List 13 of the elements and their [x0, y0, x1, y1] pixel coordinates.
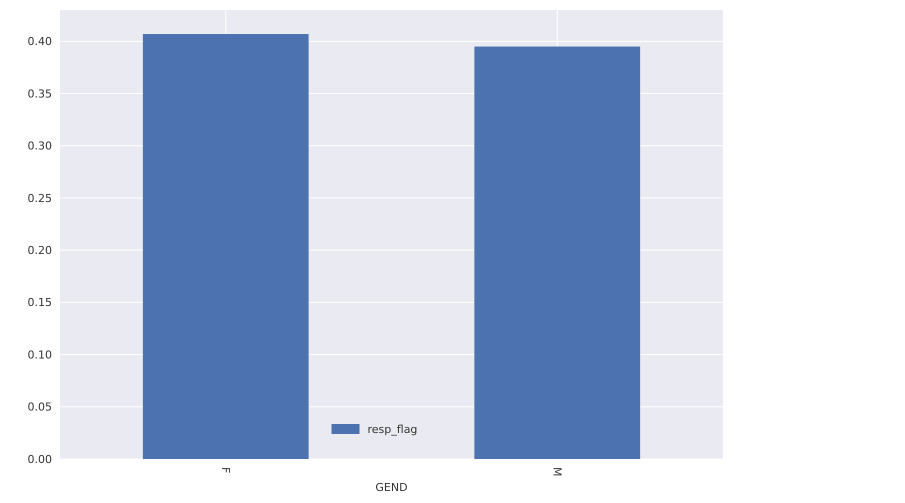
y-tick-label: 0.40 — [28, 35, 52, 48]
legend-label: resp_flag — [368, 422, 418, 436]
y-tick-label: 0.05 — [28, 400, 52, 414]
y-tick-label: 0.20 — [28, 244, 52, 258]
x-tick-label: M — [550, 467, 564, 476]
x-tick-label: F — [218, 467, 232, 474]
y-tick-label: 0.25 — [28, 192, 52, 205]
y-tick-label: 0.30 — [28, 140, 52, 153]
y-tick-label: 0.35 — [28, 87, 52, 100]
y-tick-label: 0.10 — [28, 348, 52, 362]
y-tick-label: 0.15 — [28, 296, 52, 310]
x-axis-title: GEND — [375, 481, 408, 494]
y-tick-label: 0.00 — [28, 452, 52, 466]
